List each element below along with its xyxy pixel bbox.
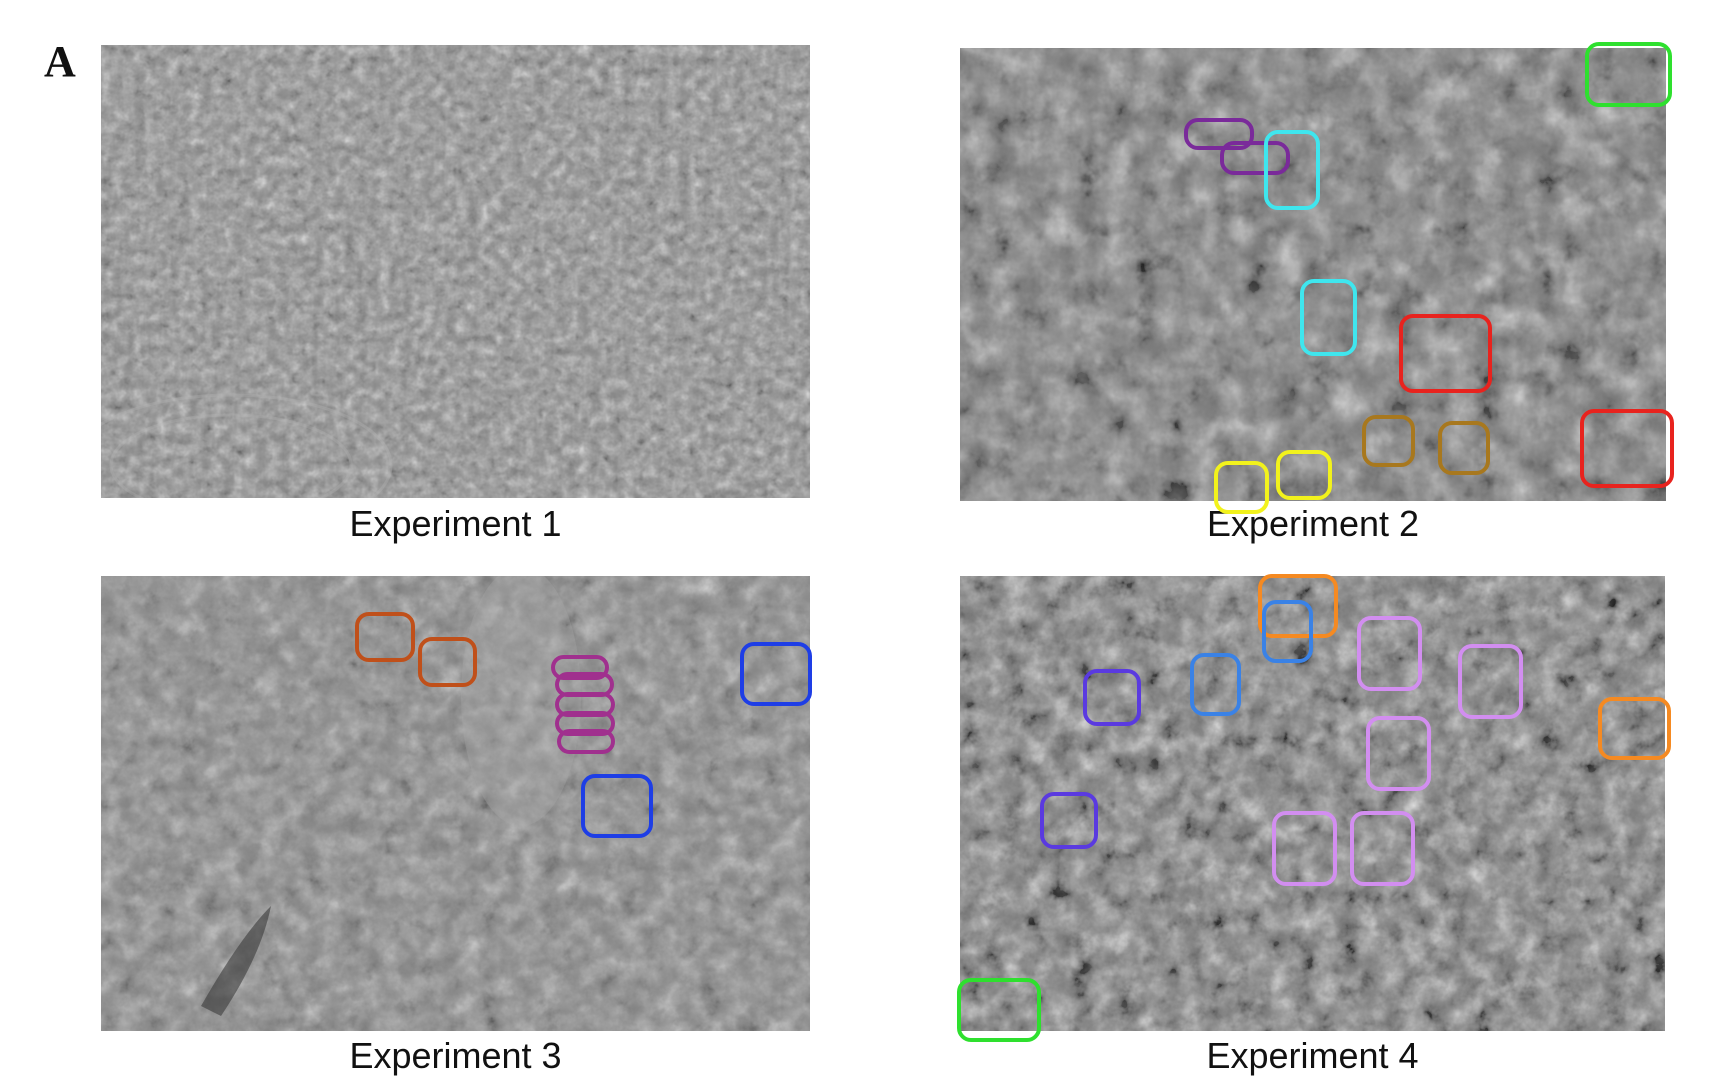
marker-blue bbox=[581, 774, 653, 838]
marker-lilac bbox=[1357, 616, 1422, 691]
marker-blue bbox=[740, 642, 812, 706]
panel-letter: A bbox=[44, 37, 76, 86]
marker-olive bbox=[1438, 421, 1490, 475]
marker-olive bbox=[1362, 415, 1415, 467]
marker-magenta bbox=[555, 711, 615, 736]
micrograph-texture bbox=[101, 576, 810, 1031]
marker-magenta bbox=[555, 692, 615, 717]
caption-experiment-1: Experiment 1 bbox=[349, 503, 562, 544]
marker-magenta bbox=[557, 729, 615, 754]
marker-purple bbox=[1184, 118, 1254, 150]
marker-red bbox=[1580, 409, 1674, 488]
marker-purple bbox=[1220, 141, 1290, 175]
marker-green bbox=[957, 978, 1041, 1042]
marker-lilac bbox=[1458, 644, 1523, 719]
marker-sky bbox=[1190, 653, 1241, 716]
micrograph-experiment-3 bbox=[101, 576, 810, 1031]
marker-orange bbox=[1258, 574, 1338, 638]
marker-lilac bbox=[1272, 811, 1337, 886]
marker-yellow bbox=[1214, 461, 1269, 514]
marker-lilac bbox=[1350, 811, 1415, 886]
marker-green bbox=[1585, 42, 1672, 107]
micrograph-texture bbox=[960, 48, 1666, 501]
marker-red bbox=[1399, 314, 1492, 393]
marker-rust bbox=[355, 612, 415, 662]
micrograph-experiment-1 bbox=[101, 45, 810, 498]
marker-sky bbox=[1262, 600, 1313, 663]
caption-experiment-3: Experiment 3 bbox=[349, 1035, 562, 1076]
micrograph-experiment-2 bbox=[960, 48, 1666, 501]
caption-experiment-4: Experiment 4 bbox=[1206, 1035, 1419, 1076]
marker-magenta bbox=[551, 655, 609, 680]
caption-experiment-2: Experiment 2 bbox=[1206, 503, 1420, 544]
marker-rust bbox=[418, 637, 477, 687]
marker-cyan bbox=[1300, 279, 1357, 356]
marker-lilac bbox=[1366, 716, 1431, 791]
marker-yellow bbox=[1276, 450, 1332, 500]
micrograph-texture bbox=[101, 45, 810, 498]
marker-cyan bbox=[1264, 130, 1320, 210]
marker-orange bbox=[1598, 697, 1671, 760]
marker-indigo bbox=[1040, 792, 1098, 849]
marker-indigo bbox=[1083, 669, 1141, 726]
